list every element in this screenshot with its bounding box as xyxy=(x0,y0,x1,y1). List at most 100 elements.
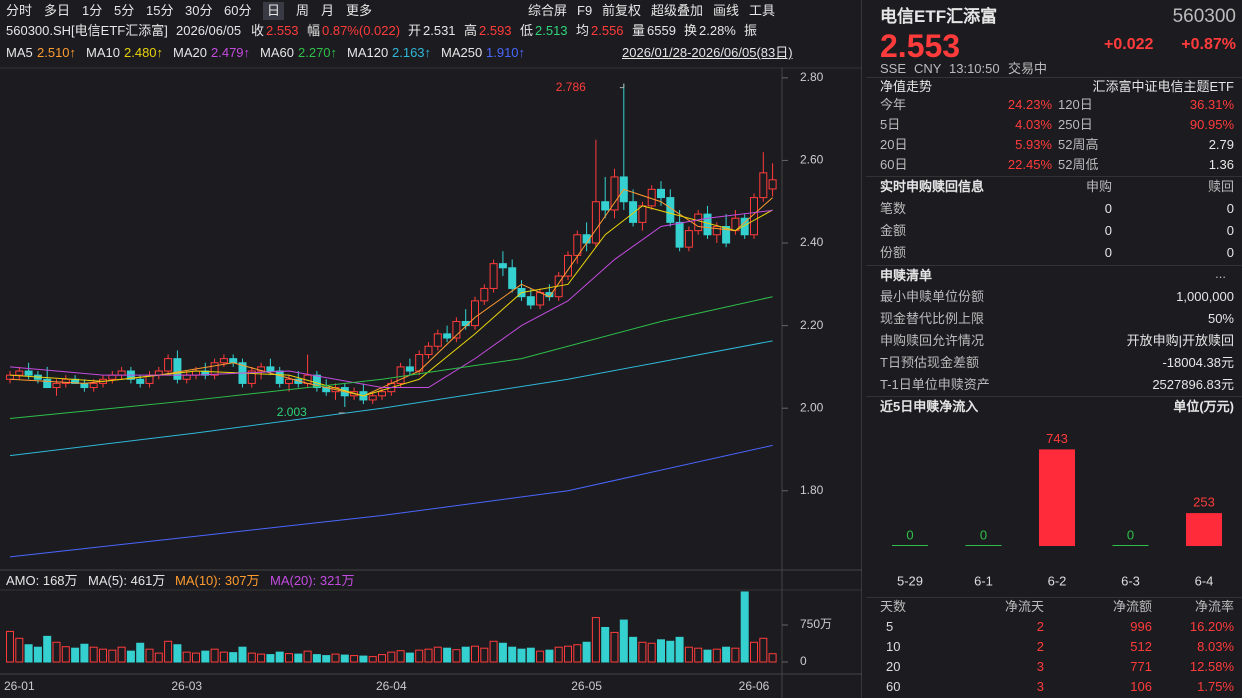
period-tab[interactable]: 30分 xyxy=(185,3,213,18)
field-label: 换 xyxy=(684,23,698,38)
candle-body xyxy=(684,230,693,248)
volume-bar xyxy=(526,647,535,663)
candle-body xyxy=(117,370,126,376)
volume-bar xyxy=(396,650,405,663)
volume-bar xyxy=(15,637,24,663)
candle-body xyxy=(396,366,405,384)
volume-bar xyxy=(508,646,517,663)
change: +0.022 xyxy=(1104,36,1154,53)
tool-button[interactable]: F9 xyxy=(577,3,593,18)
volume-bar xyxy=(126,650,135,663)
candle-body xyxy=(526,296,535,306)
table-header: 净流率 xyxy=(1194,599,1234,614)
candle-body xyxy=(89,382,98,389)
row-value: 0 xyxy=(1226,245,1234,260)
volume-bar xyxy=(675,636,684,663)
volume-bar xyxy=(564,645,572,663)
meta: SSE xyxy=(880,61,907,76)
period-tab[interactable]: 60分 xyxy=(224,3,252,18)
volume-bar xyxy=(768,653,777,663)
flow-bar xyxy=(1186,513,1222,546)
period-tab[interactable]: 5分 xyxy=(114,3,135,18)
annotation-label: 2.003 xyxy=(277,405,307,419)
row-value: 22.45% xyxy=(1007,157,1052,172)
table-cell: 12.58% xyxy=(1189,659,1234,674)
table-header: 净流天 xyxy=(1004,599,1044,614)
volume-bar xyxy=(368,656,377,663)
tool-button[interactable]: 工具 xyxy=(749,3,776,18)
volume-bar xyxy=(99,648,107,663)
volume-bar xyxy=(154,652,163,663)
x-tick-label: 26-01 xyxy=(4,679,35,693)
volume-bar xyxy=(6,630,14,663)
volume-bar xyxy=(322,655,331,663)
ma-name: MA120 xyxy=(347,45,389,60)
field-value: 6559 xyxy=(647,23,676,38)
field-label: 开 xyxy=(408,23,422,38)
ma-line xyxy=(9,209,773,389)
row-label: 52周低 xyxy=(1058,157,1099,172)
period-tab[interactable]: 周 xyxy=(296,3,310,18)
table-cell: 20 xyxy=(886,659,901,674)
volume-bar xyxy=(52,641,61,663)
period-tab[interactable]: 15分 xyxy=(146,3,174,18)
candle-body xyxy=(768,179,777,190)
candle-body xyxy=(740,217,749,236)
candle-body xyxy=(480,287,489,302)
candle-body xyxy=(24,370,33,376)
volume-bar xyxy=(201,650,210,663)
table-cell: 60 xyxy=(886,679,901,694)
section-title: 净值走势 xyxy=(880,79,933,94)
tool-button[interactable]: 综合屏 xyxy=(528,3,568,18)
period-tab[interactable]: 分时 xyxy=(6,3,33,18)
volume-bar xyxy=(415,649,424,663)
candle-body xyxy=(229,358,238,364)
ma-name: MA60 xyxy=(260,45,294,60)
volume-bar xyxy=(238,646,247,663)
candle-body xyxy=(52,382,61,389)
volume-bar xyxy=(136,642,145,663)
volume-bar xyxy=(424,648,433,663)
y-tick-label: 2.40 xyxy=(800,235,824,249)
row-value: 4.03% xyxy=(1015,117,1052,132)
tool-button[interactable]: 前复权 xyxy=(602,3,642,18)
volume-bar xyxy=(350,655,359,663)
period-tab[interactable]: 日 xyxy=(263,2,285,20)
volume-bar xyxy=(33,646,42,663)
row-label: 52周高 xyxy=(1058,137,1099,152)
row-label: 份额 xyxy=(880,245,907,260)
ma-value: 2.479↑ xyxy=(211,45,251,60)
ma-line xyxy=(9,444,773,558)
period-tab[interactable]: 多日 xyxy=(44,3,71,18)
tool-button[interactable]: 画线 xyxy=(713,3,740,18)
ma-value: 2.270↑ xyxy=(298,45,338,60)
candle-body xyxy=(405,366,414,372)
table-cell: 3 xyxy=(1036,679,1044,694)
field-value: 2.513 xyxy=(535,23,568,38)
amo-legend: AMO: 168万 xyxy=(6,573,78,588)
volume-bar xyxy=(452,649,461,663)
volume-bar xyxy=(43,635,52,663)
row-value: 2.79 xyxy=(1208,137,1234,152)
candle-body xyxy=(210,362,219,376)
table-cell: 16.20% xyxy=(1189,619,1234,634)
volume-bar xyxy=(219,651,228,663)
tool-button[interactable]: 超级叠加 xyxy=(651,3,704,18)
volume-bar xyxy=(294,653,303,663)
row-label: 今年 xyxy=(880,97,907,112)
volume-bar xyxy=(582,641,591,663)
field-value: 2.28% xyxy=(699,23,736,38)
volume-bar xyxy=(684,646,693,663)
period-tab[interactable]: 更多 xyxy=(346,3,373,18)
row-value: 1.36 xyxy=(1208,157,1234,172)
period-tab[interactable]: 月 xyxy=(321,3,335,18)
volume-bar xyxy=(312,654,321,663)
period-tab[interactable]: 1分 xyxy=(82,3,103,18)
ma-value: 2.510↑ xyxy=(37,45,77,60)
x-tick-label: 6-3 xyxy=(1121,573,1140,588)
candle-body xyxy=(378,391,386,397)
candle-body xyxy=(443,333,452,339)
x-tick-label: 26-05 xyxy=(571,679,602,693)
candle-body xyxy=(759,172,768,199)
